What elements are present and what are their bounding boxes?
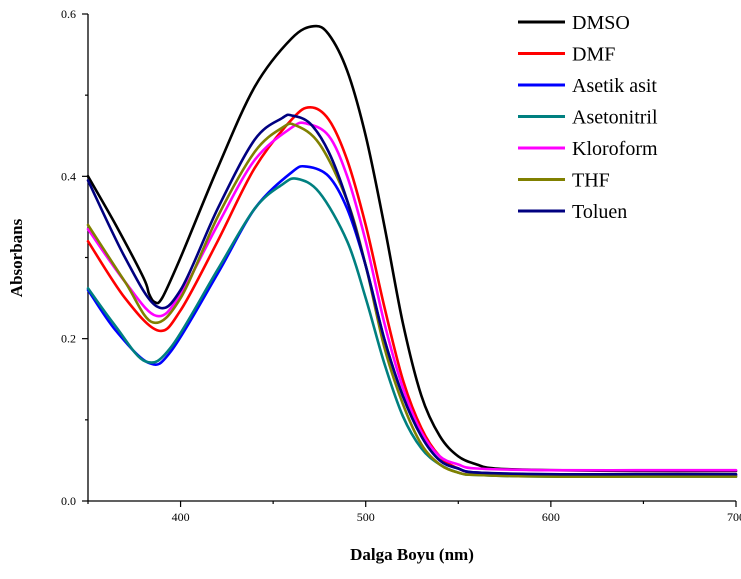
y-tick-label: 0.6 — [61, 7, 76, 21]
legend-label-asetonitril: Asetonitril — [572, 107, 658, 129]
series-line-dmso — [86, 24, 738, 473]
series-line-toluen — [86, 113, 738, 476]
x-tick-label: 700 — [727, 510, 741, 524]
y-axis-title: Absorbans — [7, 218, 26, 297]
legend-label-kloroform: Kloroform — [572, 138, 658, 160]
x-axis-title: Dalga Boyu (nm) — [350, 545, 474, 564]
x-tick-label: 400 — [172, 510, 190, 524]
legend-label-dmf: DMF — [572, 44, 615, 66]
y-tick-label: 0.4 — [61, 169, 76, 183]
legend-label-dmso: DMSO — [572, 12, 630, 34]
legend-label-toluen: Toluen — [572, 201, 627, 223]
x-ticks: 400 500 600 700 — [87, 501, 741, 524]
legend: DMSO DMF Asetik asit Asetonitril Kloroform TH… — [518, 12, 658, 223]
y-tick-label: 0.0 — [61, 494, 76, 508]
x-tick-label: 500 — [357, 510, 375, 524]
legend-label-asetik-asit: Asetik asit — [572, 75, 657, 97]
y-ticks: 0.0 0.2 0.4 0.6 — [61, 7, 88, 508]
legend-label-thf: THF — [572, 170, 610, 192]
x-tick-label: 600 — [542, 510, 560, 524]
series-line-asetonitril — [86, 177, 738, 479]
y-tick-label: 0.2 — [61, 332, 76, 346]
series-group — [86, 24, 738, 479]
